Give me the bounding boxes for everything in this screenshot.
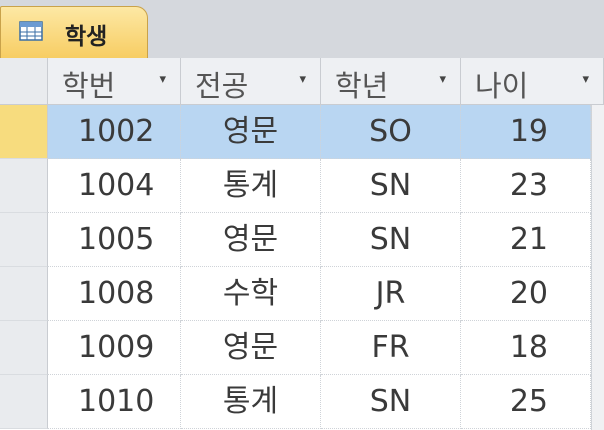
cell-major[interactable]: 수학 [181, 267, 321, 321]
column-header-student-id[interactable]: 학번 ▾ [48, 58, 181, 104]
table-row[interactable]: 1008 수학 JR 20 [0, 267, 604, 321]
cell-age[interactable]: 23 [461, 159, 591, 213]
cell-age[interactable]: 18 [461, 321, 591, 375]
table-icon [19, 21, 43, 41]
column-header-label: 학년 [335, 69, 389, 103]
table-row[interactable]: 1004 통계 SN 23 [0, 159, 604, 213]
table-row[interactable]: 1010 통계 SN 25 [0, 375, 604, 429]
cell-age[interactable]: 19 [461, 105, 591, 159]
grid-right-edge [591, 105, 604, 430]
cell-student-id[interactable]: 1009 [48, 321, 181, 375]
cell-year[interactable]: SN [321, 375, 461, 429]
cell-age[interactable]: 21 [461, 213, 591, 267]
table-tab-students[interactable]: 학생 [0, 6, 148, 58]
cell-age[interactable]: 20 [461, 267, 591, 321]
row-selector[interactable] [0, 159, 48, 213]
row-selector[interactable] [0, 213, 48, 267]
sort-dropdown-icon[interactable]: ▾ [299, 72, 306, 87]
cell-year[interactable]: SN [321, 213, 461, 267]
sort-dropdown-icon[interactable]: ▾ [439, 72, 446, 87]
column-header-major[interactable]: 전공 ▾ [181, 58, 321, 104]
cell-major[interactable]: 영문 [181, 105, 321, 159]
column-header-year[interactable]: 학년 ▾ [321, 58, 461, 104]
table-row[interactable]: 1009 영문 FR 18 [0, 321, 604, 375]
data-grid: 1002 영문 SO 19 1004 통계 SN 23 1005 영문 SN 2… [0, 105, 604, 430]
row-selector[interactable] [0, 375, 48, 429]
column-header-row: 학번 ▾ 전공 ▾ 학년 ▾ 나이 ▾ [0, 58, 604, 105]
column-header-label: 학번 [62, 69, 116, 103]
sort-dropdown-icon[interactable]: ▾ [582, 72, 589, 87]
table-row[interactable]: 1005 영문 SN 21 [0, 213, 604, 267]
column-header-age[interactable]: 나이 ▾ [461, 58, 604, 104]
cell-major[interactable]: 영문 [181, 213, 321, 267]
select-all-corner[interactable] [0, 58, 48, 104]
cell-major[interactable]: 통계 [181, 159, 321, 213]
cell-student-id[interactable]: 1008 [48, 267, 181, 321]
column-header-label: 전공 [195, 69, 249, 103]
cell-student-id[interactable]: 1004 [48, 159, 181, 213]
row-selector[interactable] [0, 105, 48, 159]
cell-major[interactable]: 영문 [181, 321, 321, 375]
object-tab-strip: 학생 [0, 0, 604, 59]
row-selector[interactable] [0, 321, 48, 375]
tab-label: 학생 [65, 24, 108, 50]
row-selector[interactable] [0, 267, 48, 321]
cell-year[interactable]: FR [321, 321, 461, 375]
cell-major[interactable]: 통계 [181, 375, 321, 429]
table-row[interactable]: 1002 영문 SO 19 [0, 105, 604, 159]
sort-dropdown-icon[interactable]: ▾ [159, 72, 166, 87]
cell-student-id[interactable]: 1005 [48, 213, 181, 267]
cell-student-id[interactable]: 1010 [48, 375, 181, 429]
cell-year[interactable]: SN [321, 159, 461, 213]
cell-age[interactable]: 25 [461, 375, 591, 429]
cell-year[interactable]: JR [321, 267, 461, 321]
column-header-label: 나이 [475, 69, 529, 103]
cell-student-id[interactable]: 1002 [48, 105, 181, 159]
cell-year[interactable]: SO [321, 105, 461, 159]
